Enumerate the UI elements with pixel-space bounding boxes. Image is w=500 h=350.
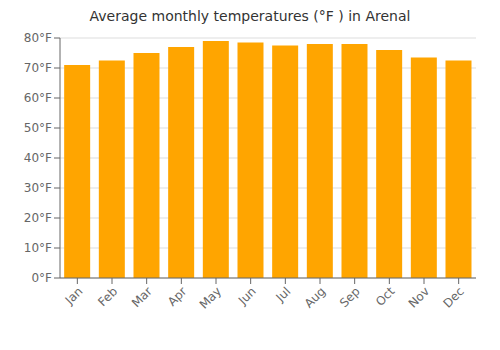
svg-text:10°F: 10°F [24,241,52,255]
svg-text:Nov: Nov [406,284,432,310]
svg-text:Jun: Jun [235,284,259,308]
svg-text:80°F: 80°F [24,31,52,45]
svg-text:60°F: 60°F [24,91,52,105]
svg-text:Oct: Oct [373,284,398,309]
svg-text:Dec: Dec [440,284,466,310]
svg-text:Feb: Feb [95,284,120,309]
svg-text:0°F: 0°F [31,271,52,285]
svg-text:30°F: 30°F [24,181,52,195]
svg-text:Mar: Mar [129,284,155,310]
svg-text:70°F: 70°F [24,61,52,75]
svg-text:Sep: Sep [337,284,363,310]
svg-text:Aug: Aug [302,284,328,310]
svg-text:50°F: 50°F [24,121,52,135]
svg-text:40°F: 40°F [24,151,52,165]
svg-text:Jan: Jan [62,284,86,308]
svg-text:20°F: 20°F [24,211,52,225]
svg-text:Apr: Apr [165,284,190,309]
svg-text:May: May [197,284,224,311]
svg-text:Jul: Jul [273,284,294,305]
html-text:Average monthly temperatures (: Average monthly temperatures (°F ) in Ar… [89,8,411,24]
